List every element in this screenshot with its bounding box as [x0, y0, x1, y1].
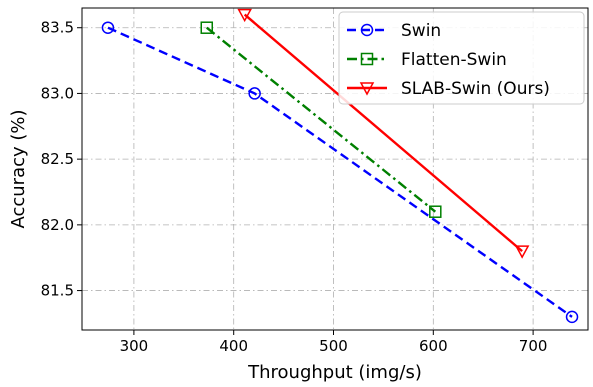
data-point [101, 21, 115, 34]
x-tick-label: 400 [219, 337, 248, 355]
series-layer [101, 8, 579, 324]
series-line [107, 26, 573, 318]
legend-item-flatten-swin: Flatten-Swin [347, 50, 507, 70]
series-line [243, 13, 523, 253]
data-point [429, 205, 442, 218]
legend-item-swin: Swin [347, 21, 441, 41]
data-point [200, 21, 214, 34]
ticks: 300 400 500 600 700 81.5 82.0 82.5 83.0 83.5 [41, 19, 548, 355]
data-point [565, 310, 579, 324]
legend-label: Flatten-Swin [401, 50, 507, 70]
y-tick-label: 81.5 [41, 282, 74, 300]
legend-box [338, 11, 585, 105]
series-swin [101, 21, 579, 324]
series-line [206, 26, 437, 213]
y-axis-label: Accuracy (%) [8, 109, 29, 228]
data-point [514, 245, 530, 259]
data-point [237, 8, 252, 23]
x-tick-label: 500 [319, 337, 348, 355]
y-tick-label: 82.5 [41, 150, 74, 168]
legend-marker [359, 82, 375, 96]
x-tick-label: 600 [419, 337, 448, 355]
x-tick-label: 300 [120, 337, 149, 355]
x-tick-label: 700 [519, 337, 548, 355]
y-tick-label: 83.0 [41, 84, 74, 102]
data-point [248, 87, 261, 100]
series-flatten-swin [200, 21, 442, 218]
legend-marker [360, 23, 374, 37]
x-axis-label: Throughput (img/s) [247, 362, 422, 383]
legend-label: Swin [401, 21, 441, 41]
y-tick-label: 83.5 [41, 19, 74, 37]
series-slab-swin-ours [237, 8, 530, 259]
legend-label: SLAB-Swin (Ours) [401, 79, 550, 99]
legend: Swin Flatten-Swin SLAB-Swin (Ours) [338, 11, 585, 105]
legend-item-slab-swin-ours: SLAB-Swin (Ours) [347, 79, 550, 99]
y-tick-label: 82.0 [41, 216, 74, 234]
plot-frame [81, 7, 589, 331]
legend-marker [360, 52, 374, 66]
